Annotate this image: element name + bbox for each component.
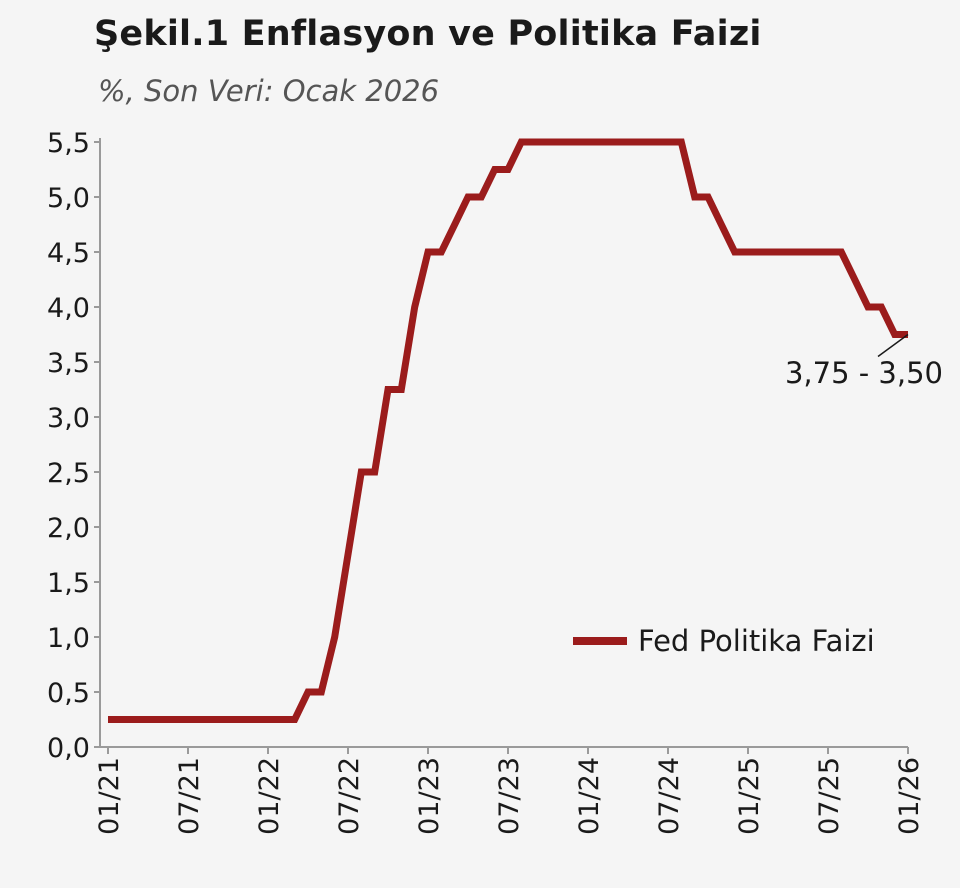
y-tick-label: 4,5	[47, 238, 90, 269]
y-tick-label: 3,0	[47, 403, 90, 434]
y-tick-label: 4,0	[47, 293, 90, 324]
y-tick-label: 5,5	[47, 128, 90, 159]
x-tick-label: 01/21	[94, 757, 125, 835]
x-tick-label: 01/25	[734, 757, 765, 835]
y-tick-label: 2,0	[47, 513, 90, 544]
axes	[99, 138, 908, 748]
legend: Fed Politika Faizi	[573, 624, 875, 658]
annotation-label: 3,75 - 3,50	[785, 356, 943, 390]
series-layer	[108, 138, 908, 723]
x-tick-label: 01/24	[574, 757, 605, 835]
y-tick-label: 1,0	[47, 623, 90, 654]
x-tick-label: 07/22	[334, 757, 365, 835]
chart-subtitle: %, Son Veri: Ocak 2026	[98, 74, 440, 108]
y-axis-ticks: 0,0 0,5 1,0 1,5 2,0 2,5 3,0 3,5 4,0 4,5 5,0 5,5	[47, 128, 100, 764]
y-tick-label: 0,0	[47, 733, 90, 764]
y-tick-label: 1,5	[47, 568, 90, 599]
annotation-leader	[877, 333, 909, 358]
x-tick-label: 01/26	[894, 757, 925, 835]
legend-label: Fed Politika Faizi	[638, 624, 875, 658]
y-tick-label: 0,5	[47, 678, 90, 709]
y-tick-label: 3,5	[47, 348, 90, 379]
x-tick-label: 07/23	[494, 757, 525, 835]
x-tick-label: 07/25	[814, 757, 845, 835]
series-line-fed-politika-faizi	[108, 138, 908, 723]
x-tick-label: 07/21	[174, 757, 205, 835]
x-tick-label: 01/23	[414, 757, 445, 835]
end-annotation: 3,75 - 3,50	[785, 333, 943, 390]
chart-title: Şekil.1 Enflasyon ve Politika Faizi	[94, 14, 762, 54]
x-tick-label: 07/24	[654, 757, 685, 835]
x-tick-label: 01/22	[254, 757, 285, 835]
y-tick-label: 5,0	[47, 183, 90, 214]
y-tick-label: 2,5	[47, 458, 90, 489]
x-axis-ticks: 01/21 07/21 01/22 07/22 01/23 07/23 01/24 07/24…	[94, 747, 925, 835]
